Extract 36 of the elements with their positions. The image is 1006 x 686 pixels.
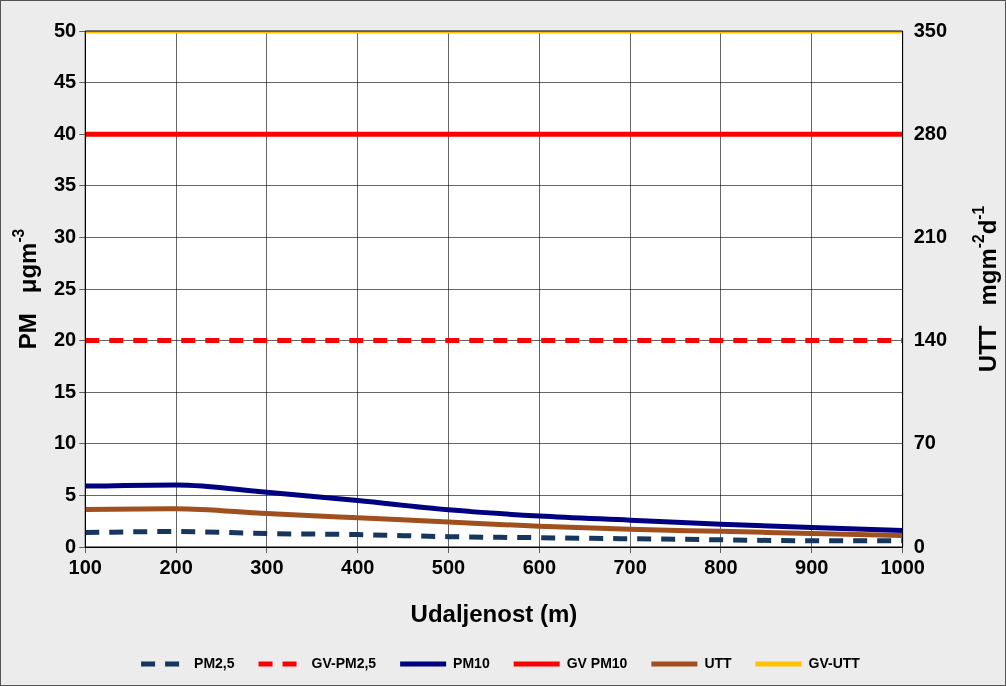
y-tick-label: 15 xyxy=(54,379,77,402)
legend-label: PM10 xyxy=(453,654,490,671)
legend-label: UTT xyxy=(704,654,733,671)
legend-label: GV-UTT xyxy=(808,654,861,671)
legend-label: PM2,5 xyxy=(194,654,235,671)
y-tick-label: 30 xyxy=(54,224,77,247)
y-tick-label: 50 xyxy=(54,18,77,41)
legend-label: GV-PM2,5 xyxy=(311,654,377,671)
x-tick-label: 200 xyxy=(159,555,193,578)
y2-tick-label: 210 xyxy=(913,224,948,247)
x-tick-label: 1000 xyxy=(880,555,925,578)
legend-label: GV PM10 xyxy=(566,654,628,671)
y2-tick-label: 350 xyxy=(913,18,948,41)
y2-axis-title: UTT mgm-2d-1 xyxy=(969,205,1001,373)
y-tick-label: 40 xyxy=(54,121,77,144)
y2-tick-label: 0 xyxy=(913,534,925,557)
x-tick-label: 700 xyxy=(613,555,647,578)
y-tick-label: 35 xyxy=(54,173,77,196)
x-axis-title: Udaljenost (m) xyxy=(410,599,578,627)
y-tick-label: 10 xyxy=(54,431,77,454)
y-tick-label: 20 xyxy=(54,328,77,351)
y-axis-title: PM μgm-3 xyxy=(9,228,41,350)
y2-tick-label: 140 xyxy=(913,328,948,351)
y2-tick-label: 280 xyxy=(913,121,948,144)
y-tick-label: 45 xyxy=(54,70,77,93)
x-tick-label: 600 xyxy=(522,555,557,578)
x-tick-label: 800 xyxy=(704,555,738,578)
x-tick-label: 500 xyxy=(431,555,466,578)
x-tick-label: 100 xyxy=(68,555,102,578)
x-tick-label: 400 xyxy=(341,555,375,578)
x-tick-label: 300 xyxy=(250,555,284,578)
y-tick-label: 5 xyxy=(65,482,77,505)
y-tick-label: 25 xyxy=(54,276,77,299)
x-tick-label: 900 xyxy=(795,555,829,578)
y2-tick-label: 70 xyxy=(913,431,936,454)
y-tick-label: 0 xyxy=(65,534,77,557)
